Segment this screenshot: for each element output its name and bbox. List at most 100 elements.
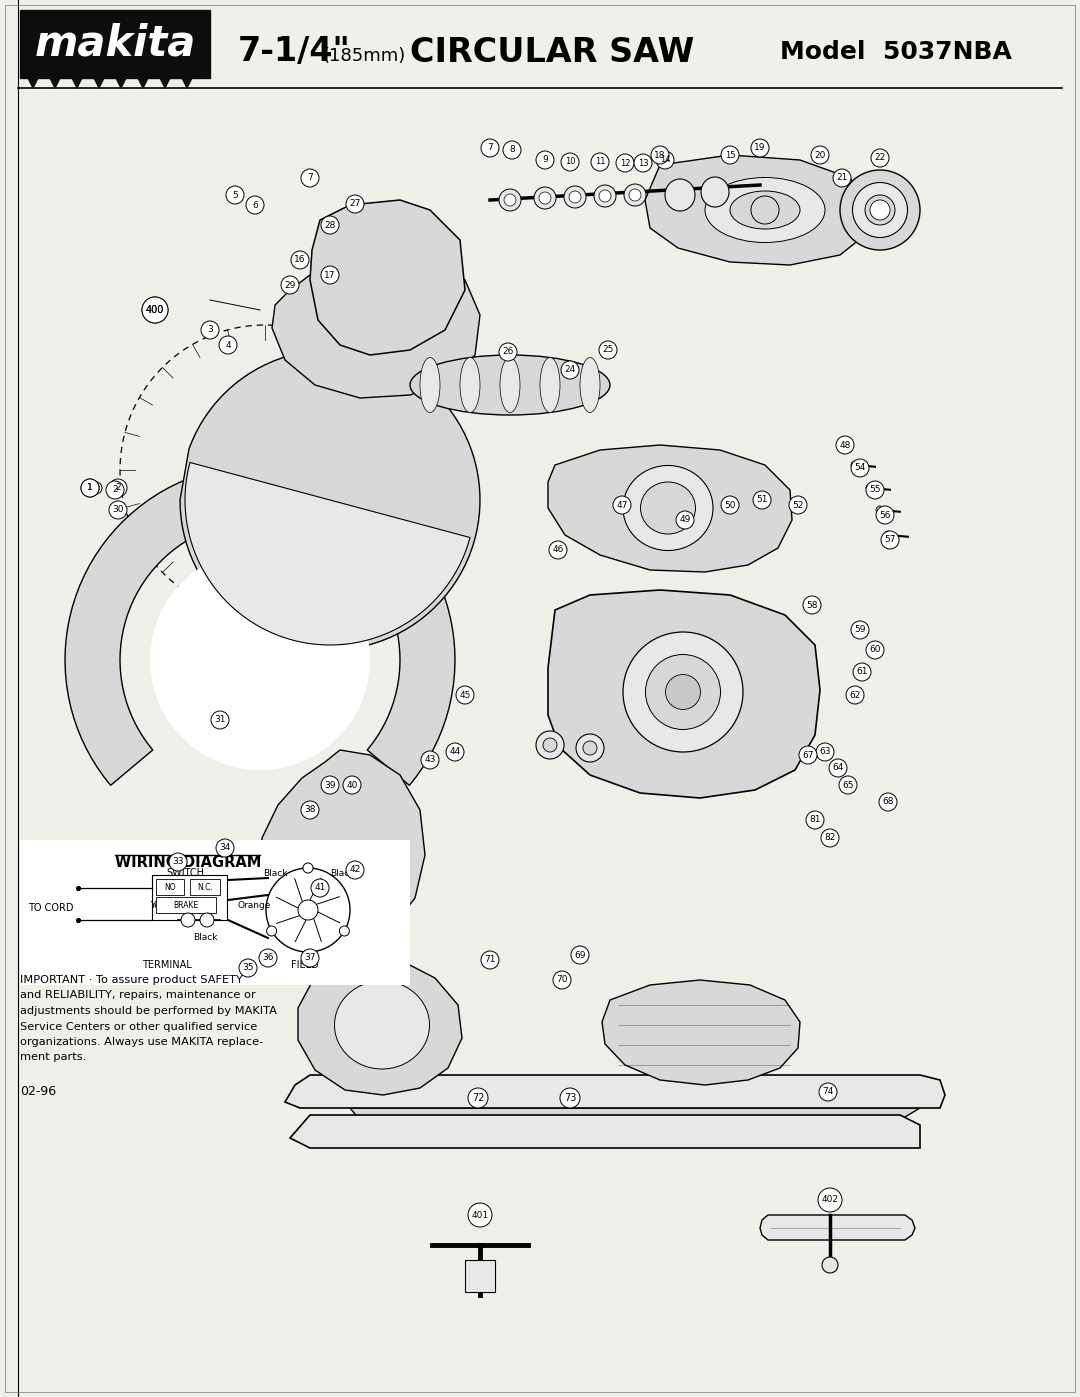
Circle shape (301, 949, 319, 967)
Text: 402: 402 (822, 1196, 838, 1204)
Polygon shape (94, 78, 104, 88)
Polygon shape (548, 590, 820, 798)
Polygon shape (272, 250, 480, 398)
Circle shape (816, 743, 834, 761)
Text: 70: 70 (556, 975, 568, 985)
Circle shape (281, 277, 299, 293)
Circle shape (829, 759, 847, 777)
Ellipse shape (730, 191, 800, 229)
Text: 2: 2 (116, 483, 121, 493)
Polygon shape (183, 78, 192, 88)
Polygon shape (185, 462, 470, 645)
Text: 5: 5 (232, 190, 238, 200)
Circle shape (109, 502, 127, 520)
Circle shape (851, 460, 869, 476)
Text: (185mm): (185mm) (322, 47, 405, 66)
Ellipse shape (335, 981, 430, 1069)
Ellipse shape (504, 194, 516, 205)
Circle shape (141, 298, 168, 323)
Circle shape (846, 686, 864, 704)
Polygon shape (180, 351, 480, 650)
Bar (21, 840, 410, 985)
Circle shape (561, 154, 579, 170)
Bar (152, 875, 227, 921)
Text: 401: 401 (472, 1210, 488, 1220)
Ellipse shape (580, 358, 600, 412)
Circle shape (806, 812, 824, 828)
Text: 65: 65 (842, 781, 854, 789)
Circle shape (259, 949, 276, 967)
Text: 15: 15 (725, 151, 735, 159)
Circle shape (599, 341, 617, 359)
Polygon shape (65, 465, 455, 785)
Circle shape (109, 479, 127, 497)
Circle shape (836, 436, 854, 454)
Text: NO: NO (164, 883, 176, 891)
Circle shape (168, 854, 187, 870)
Circle shape (481, 138, 499, 156)
Polygon shape (285, 1076, 945, 1108)
Circle shape (536, 151, 554, 169)
Circle shape (591, 154, 609, 170)
Text: 18: 18 (654, 151, 665, 159)
Ellipse shape (569, 191, 581, 203)
Text: 11: 11 (595, 158, 605, 166)
Circle shape (321, 775, 339, 793)
Ellipse shape (410, 355, 610, 415)
Ellipse shape (460, 358, 480, 412)
Text: 51: 51 (756, 496, 768, 504)
Text: 16: 16 (294, 256, 306, 264)
Text: SWITCH: SWITCH (166, 868, 204, 877)
Ellipse shape (150, 550, 370, 770)
Text: ment parts.: ment parts. (21, 1052, 86, 1063)
Circle shape (870, 200, 890, 219)
Text: 17: 17 (324, 271, 336, 279)
Ellipse shape (852, 183, 907, 237)
Text: 27: 27 (349, 200, 361, 208)
Text: 48: 48 (839, 440, 851, 450)
Polygon shape (260, 750, 426, 949)
Circle shape (822, 1257, 838, 1273)
Circle shape (853, 664, 870, 680)
Text: 34: 34 (219, 844, 231, 852)
Polygon shape (160, 78, 170, 88)
Circle shape (106, 481, 124, 499)
Circle shape (499, 344, 517, 360)
Text: 39: 39 (324, 781, 336, 789)
Circle shape (216, 840, 234, 856)
Polygon shape (645, 155, 870, 265)
Text: 25: 25 (603, 345, 613, 355)
Ellipse shape (583, 740, 597, 754)
Text: 44: 44 (449, 747, 461, 757)
Text: 36: 36 (262, 954, 273, 963)
Polygon shape (298, 956, 462, 1095)
Text: 45: 45 (459, 690, 471, 700)
Text: 50: 50 (725, 500, 735, 510)
Text: 33: 33 (172, 858, 184, 866)
Circle shape (481, 951, 499, 970)
Text: 74: 74 (822, 1087, 834, 1097)
Ellipse shape (624, 184, 646, 205)
Circle shape (421, 752, 438, 768)
Ellipse shape (420, 358, 440, 412)
Circle shape (456, 686, 474, 704)
Text: 2: 2 (112, 486, 118, 495)
Circle shape (818, 1187, 842, 1213)
Text: 35: 35 (242, 964, 254, 972)
Text: 6: 6 (252, 201, 258, 210)
Text: 42: 42 (349, 866, 361, 875)
Text: Black: Black (330, 869, 354, 877)
Circle shape (321, 217, 339, 235)
Circle shape (298, 900, 318, 921)
Text: 38: 38 (305, 806, 315, 814)
Ellipse shape (701, 177, 729, 207)
Text: Black: Black (193, 933, 217, 943)
Text: 60: 60 (869, 645, 881, 655)
Polygon shape (116, 78, 126, 88)
Text: 43: 43 (424, 756, 435, 764)
Text: Orange: Orange (238, 901, 271, 909)
Circle shape (266, 868, 350, 951)
Circle shape (721, 496, 739, 514)
Ellipse shape (543, 738, 557, 752)
Circle shape (226, 186, 244, 204)
